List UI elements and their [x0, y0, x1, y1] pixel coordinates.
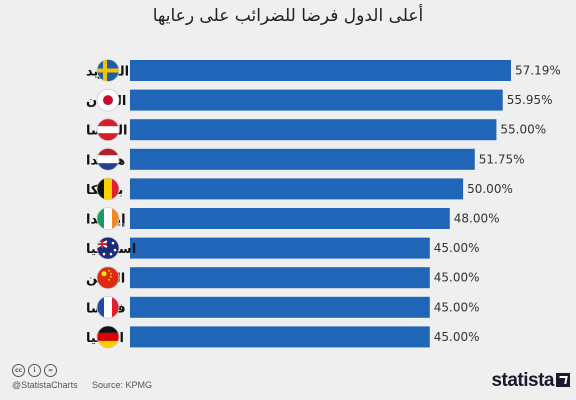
no-derivatives-icon[interactable]: = — [44, 364, 57, 377]
sweden-flag-icon — [96, 59, 120, 82]
value-label-0: 57.19% — [515, 64, 561, 78]
belgium-flag-icon — [96, 177, 120, 201]
license-icons: cc i = — [12, 364, 57, 377]
value-label-1: 55.95% — [507, 93, 553, 107]
bar-7 — [130, 267, 430, 289]
value-label-3: 51.75% — [479, 152, 525, 166]
bar-0 — [130, 60, 511, 81]
bar-6 — [130, 237, 430, 259]
bar-4 — [130, 178, 464, 200]
bar-3 — [130, 148, 475, 170]
bar-5 — [130, 208, 450, 229]
china-flag-icon — [96, 266, 120, 290]
ireland-flag-icon — [96, 207, 120, 230]
bar-2 — [130, 119, 497, 141]
germany-flag-icon — [96, 325, 120, 349]
bar-8 — [130, 296, 430, 318]
bar-1 — [130, 89, 503, 111]
value-label-5: 48.00% — [454, 212, 500, 226]
value-label-2: 55.00% — [500, 123, 546, 137]
cc-license-icon[interactable]: cc — [12, 364, 25, 377]
statista-logo-text[interactable]: statista — [491, 370, 554, 391]
france-flag-icon — [96, 295, 120, 319]
statista-logo-icon[interactable] — [556, 373, 570, 387]
austria-flag-icon — [96, 118, 120, 142]
chart-title: أعلى الدول فرضا للضرائب على رعايها — [152, 6, 424, 26]
statista-handle[interactable]: @StatistaCharts — [12, 380, 78, 390]
australia-flag-icon — [96, 236, 120, 260]
bar-chart: 57.19%السويد55.95%اليابان55.00%النمسا51.… — [86, 59, 561, 349]
japan-flag-icon — [96, 88, 120, 112]
attribution-icon[interactable]: i — [28, 364, 41, 377]
value-label-7: 45.00% — [434, 271, 480, 285]
value-label-9: 45.00% — [434, 330, 480, 344]
value-label-6: 45.00% — [434, 241, 480, 255]
bar-9 — [130, 326, 430, 348]
source-note: Source: KPMG — [92, 380, 153, 390]
netherlands-flag-icon — [96, 147, 120, 171]
value-label-8: 45.00% — [434, 300, 480, 314]
value-label-4: 50.00% — [467, 182, 513, 196]
